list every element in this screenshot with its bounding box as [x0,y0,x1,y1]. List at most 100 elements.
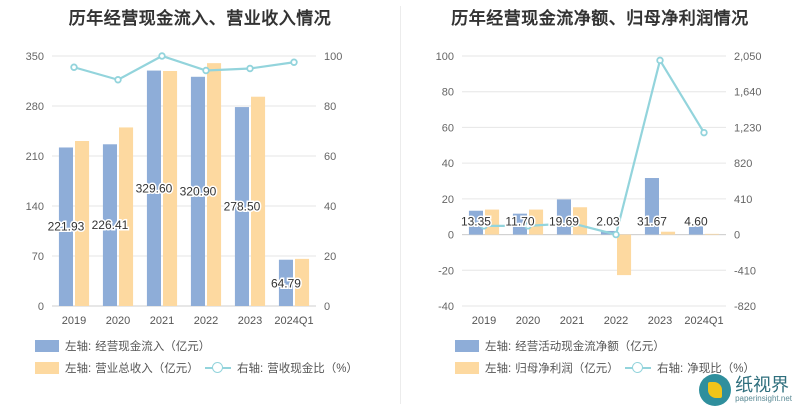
right-legend-ratio[interactable]: 右轴: 净现比（%） [625,360,755,376]
bar-primary [234,107,249,306]
bar-primary [512,213,527,235]
y-tick-label: -40 [438,301,454,313]
y2-tick-label: -410 [734,265,756,277]
ratio-point [202,66,210,75]
right-chart-svg: -40 -20 0 20 40 60 80 100 -820 -410 0 410 820 1,230 1,… [436,51,762,327]
bar-primary [468,210,483,235]
y2-tick-label: 1,230 [734,122,762,134]
bar-primary [644,178,659,235]
y-tick-label: 140 [26,201,44,213]
x-tick-label: 2019 [472,315,496,327]
legend-axis-tag: 左轴: [65,341,92,353]
legend-line-swatch [625,362,651,374]
ratio-point [290,58,298,66]
bar-data-label: 13.35 [461,215,491,229]
x-tick-label: 2021 [150,315,174,327]
bar-primary [102,144,117,306]
x-tick-label: 2024Q1 [684,315,723,327]
ratio-point [568,219,576,227]
legend-swatch [455,362,479,374]
left-legend-revenue[interactable]: 左轴: 营业总收入（亿元） [35,360,199,376]
legend-label: 净现比（%） [687,363,755,375]
y2-tick-label: 820 [734,158,752,170]
bar-secondary [529,209,544,235]
left-chart-svg: 0 70 140 210 280 350 0 20 40 60 80 100 221.93 226.41 3… [26,51,343,327]
bar-secondary [251,96,266,306]
bar-secondary [119,127,134,306]
bar-data-label: 11.70 [505,215,534,229]
y-tick-label: 80 [442,87,454,99]
bar-data-label: 226.41 [92,218,129,232]
x-tick-label: 2020 [516,315,540,327]
x-tick-label: 2022 [194,315,218,327]
legend-label: 营业总收入（亿元） [95,363,199,375]
x-tick-label: 2022 [604,315,628,327]
y2-tick-label: 0 [734,230,740,242]
y-tick-label: 0 [448,230,454,242]
y2-tick-label: 2,050 [734,51,762,63]
ratio-point [246,64,254,73]
bar-secondary [163,71,178,306]
legend-axis-tag: 右轴: [237,363,264,375]
bar-data-label: 2.03 [596,215,620,229]
legend-label: 营收现金比（%） [267,363,358,375]
y-tick-label: 20 [442,194,454,206]
watermark-logo-icon [699,374,732,406]
ratio-line [484,57,705,236]
x-tick-label: 2019 [62,315,86,327]
x-tick-label: 2023 [238,315,262,327]
bar-secondary [617,234,632,276]
y2-tick-label: 20 [324,251,336,263]
legend-axis-tag: 左轴: [485,341,512,353]
left-legend-ratio[interactable]: 右轴: 营收现金比（%） [205,360,358,376]
bar-primary [146,70,161,306]
y2-tick-label: 410 [734,194,752,206]
legend-axis-tag: 右轴: [657,363,684,375]
left-chart-panel: 历年经营现金流入、营业收入情况 0 70 140 210 280 350 0 20 40 60 80… [26,9,358,376]
right-chart-title: 历年经营现金流净额、归母净利润情况 [451,9,749,28]
watermark: 纸视界 paperinsight.net [699,374,792,406]
y-tick-label: 40 [442,158,454,170]
bar-data-label: 320.90 [180,184,217,198]
bar-secondary [661,231,676,235]
right-legend-net-profit[interactable]: 左轴: 归母净利润（亿元） [455,360,619,376]
bar-data-label: 64.79 [271,277,301,291]
y-tick-label: 350 [26,51,44,63]
watermark-cn: 纸视界 [735,375,790,396]
ratio-point [700,128,708,137]
bar-data-label: 31.67 [637,215,667,229]
x-tick-label: 2024Q1 [274,315,313,327]
watermark-en: paperinsight.net [735,394,792,403]
y2-tick-label: 80 [324,101,336,113]
legend-axis-tag: 左轴: [65,363,92,375]
bar-primary [556,199,571,235]
bar-secondary [573,207,588,235]
ratio-point [656,56,664,65]
ratio-point [114,76,122,84]
bar-data-label: 278.50 [224,200,261,214]
y-tick-label: 280 [26,101,44,113]
legend-swatch [35,340,59,352]
y-tick-label: 70 [32,251,44,263]
bar-primary [278,259,293,306]
legend-label: 经营现金流入（亿元） [95,341,211,353]
legend-line-swatch [205,362,231,374]
bar-primary [688,226,703,235]
panel-divider [400,6,401,404]
legend-swatch [455,340,479,352]
left-legend-cash-inflow[interactable]: 左轴: 经营现金流入（亿元） [35,338,210,354]
left-chart-title: 历年经营现金流入、营业收入情况 [68,9,332,28]
bar-secondary [75,141,90,306]
y2-tick-label: 0 [324,301,330,313]
y-tick-label: 60 [442,122,454,134]
bar-secondary [705,233,720,235]
legend-axis-tag: 左轴: [485,363,512,375]
ratio-point [612,230,620,239]
y-tick-label: 210 [26,151,44,163]
legend-label: 归母净利润（亿元） [515,363,619,375]
x-tick-label: 2020 [106,315,130,327]
x-tick-label: 2021 [560,315,584,327]
bar-secondary [485,209,500,235]
y2-tick-label: 40 [324,201,336,213]
right-legend-net-cash[interactable]: 左轴: 经营活动现金流净额（亿元） [455,338,665,354]
